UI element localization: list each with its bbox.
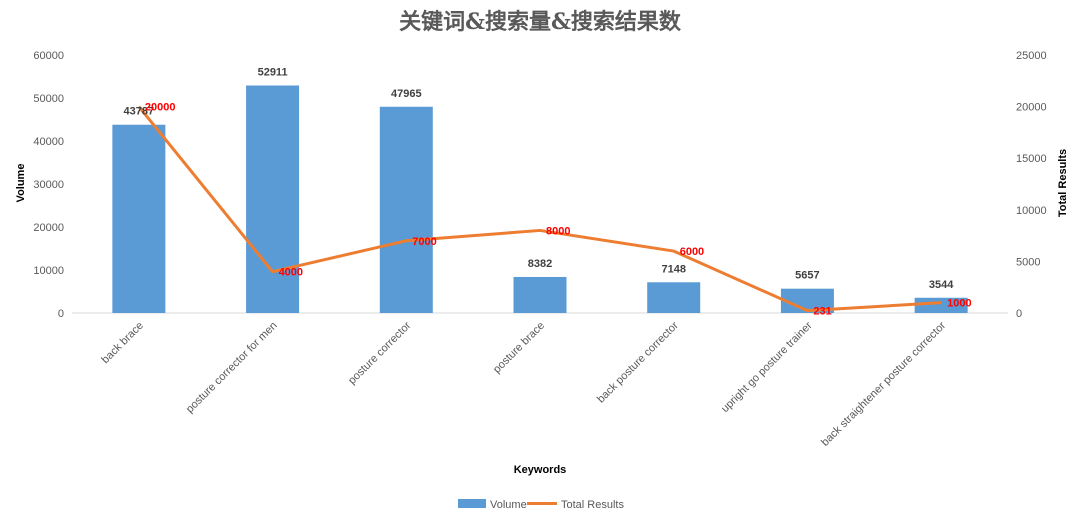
- y-tick-label: 60000: [33, 50, 64, 62]
- total-results-line: [137, 105, 942, 313]
- y-axis-title: Volume: [15, 164, 27, 203]
- volume-data-label: 5657: [795, 270, 819, 282]
- volume-data-label: 52911: [258, 66, 288, 78]
- total-results-line-path: [137, 105, 942, 313]
- volume-data-labels: 43787 52911 47965 8382 7148 5657 3544: [124, 66, 955, 290]
- category-labels: back brace posture corrector for men postu…: [99, 319, 948, 448]
- legend: Volume Total Results: [458, 499, 624, 511]
- y2-axis-ticks: 0 5000 10000 15000 20000 25000: [1016, 50, 1047, 320]
- category-label: upright go posture trainer: [719, 319, 815, 415]
- volume-data-label: 8382: [528, 258, 552, 270]
- volume-data-label: 7148: [661, 263, 685, 275]
- category-label: back straightener posture corrector: [819, 319, 948, 448]
- category-label: posture corrector: [346, 319, 414, 387]
- total-results-data-label: 20000: [145, 102, 176, 114]
- y2-tick-label: 5000: [1016, 256, 1040, 268]
- y2-tick-label: 10000: [1016, 205, 1047, 217]
- category-label: posture brace: [491, 320, 547, 376]
- volume-bar: [246, 85, 300, 313]
- legend-total-results-label: Total Results: [561, 499, 624, 511]
- y2-tick-label: 0: [1016, 308, 1022, 320]
- chart-title: 关键词&搜索量&搜索结果数: [399, 9, 682, 35]
- legend-volume-swatch: [458, 499, 486, 508]
- volume-bar: [112, 124, 166, 313]
- category-label: posture corrector for men: [184, 320, 280, 416]
- y-tick-label: 10000: [33, 265, 64, 277]
- y-tick-label: 40000: [33, 136, 64, 148]
- total-results-data-labels: 20000 4000 7000 8000 6000 231 1000: [145, 102, 972, 318]
- total-results-data-label: 6000: [680, 246, 704, 258]
- volume-data-label: 47965: [391, 88, 422, 100]
- total-results-data-label: 1000: [947, 298, 971, 310]
- legend-volume-label: Volume: [490, 499, 527, 511]
- category-label: back brace: [99, 320, 146, 367]
- volume-bar: [914, 297, 968, 313]
- y2-tick-label: 20000: [1016, 102, 1047, 114]
- volume-bar: [513, 276, 567, 313]
- volume-data-label: 43787: [124, 106, 155, 118]
- total-results-data-label: 7000: [412, 236, 436, 248]
- y2-tick-label: 15000: [1016, 153, 1047, 165]
- volume-bars: [112, 85, 968, 313]
- volume-bar: [647, 282, 701, 313]
- y-tick-label: 50000: [33, 93, 64, 105]
- y-tick-label: 0: [58, 308, 64, 320]
- volume-data-label: 3544: [929, 279, 954, 291]
- total-results-data-label: 231: [813, 306, 831, 318]
- category-label: back posture corrector: [595, 319, 681, 405]
- volume-bar: [379, 106, 433, 313]
- y2-tick-label: 25000: [1016, 50, 1047, 62]
- y2-axis-title: Total Results: [1057, 149, 1069, 217]
- y-axis-ticks: 0 10000 20000 30000 40000 50000 60000: [33, 50, 64, 320]
- total-results-data-label: 8000: [546, 225, 570, 237]
- x-axis-title: Keywords: [514, 464, 567, 476]
- total-results-data-label: 4000: [279, 267, 303, 279]
- y-tick-label: 30000: [33, 179, 64, 191]
- y-tick-label: 20000: [33, 222, 64, 234]
